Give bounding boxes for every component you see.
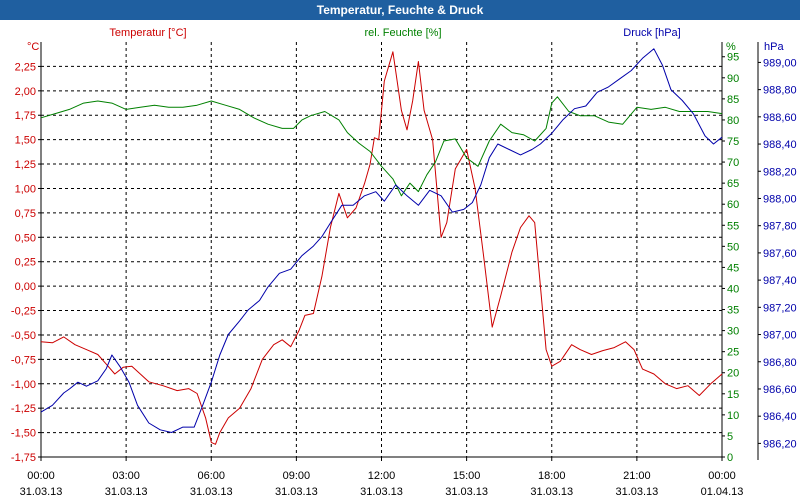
humidity-tick-label: 60 (727, 199, 739, 211)
temperature-tick-label: 2,00 (15, 86, 36, 98)
humidity-tick-label: 70 (727, 157, 739, 169)
temperature-tick-label: -1,50 (11, 428, 36, 440)
x-tick-time-label: 00:00 (27, 470, 55, 482)
x-tick-time-label: 18:00 (538, 470, 566, 482)
temperature-tick-label: 2,25 (15, 61, 36, 73)
temperature-tick-label: -1,00 (11, 379, 36, 391)
humidity-tick-label: 95 (727, 52, 739, 64)
x-tick-date-label: 31.03.13 (105, 486, 148, 498)
pressure-series-line (40, 48, 723, 433)
temperature-tick-label: 1,25 (15, 159, 36, 171)
pressure-tick-label: 988,00 (763, 193, 797, 205)
humidity-tick-label: 20 (727, 368, 739, 380)
pressure-tick-label: 988,80 (763, 85, 797, 97)
humidity-axis-unit: % (726, 41, 736, 53)
temperature-axis-label: Temperatur [°C] (109, 27, 186, 39)
temperature-tick-label: -1,75 (11, 452, 36, 464)
x-tick-date-label: 31.03.13 (20, 486, 63, 498)
humidity-tick-label: 5 (727, 431, 733, 443)
pressure-axis-label: Druck [hPa] (623, 27, 680, 39)
humidity-series-line (40, 96, 723, 197)
pressure-tick-label: 989,00 (763, 57, 797, 69)
x-tick-date-label: 31.03.13 (530, 486, 573, 498)
pressure-tick-label: 986,80 (763, 357, 797, 369)
x-tick-date-label: 31.03.13 (445, 486, 488, 498)
x-tick-time-label: 03:00 (112, 470, 140, 482)
humidity-tick-label: 55 (727, 220, 739, 232)
x-tick-time-label: 09:00 (283, 470, 311, 482)
chart-title: Temperatur, Feuchte & Druck (316, 3, 484, 17)
x-tick-date-label: 31.03.13 (275, 486, 318, 498)
x-tick-time-label: 15:00 (453, 470, 481, 482)
x-tick-date-label: 31.03.13 (615, 486, 658, 498)
humidity-tick-label: 85 (727, 94, 739, 106)
pressure-tick-label: 988,40 (763, 139, 797, 151)
pressure-tick-label: 986,60 (763, 384, 797, 396)
temperature-series-line (40, 51, 723, 445)
pressure-axis-unit: hPa (764, 41, 784, 53)
temperature-tick-label: -0,25 (11, 306, 36, 318)
humidity-tick-label: 50 (727, 241, 739, 253)
humidity-tick-label: 40 (727, 283, 739, 295)
pressure-tick-label: 987,20 (763, 302, 797, 314)
humidity-axis-label: rel. Feuchte [%] (364, 27, 441, 39)
temperature-tick-label: 0,25 (15, 257, 36, 269)
pressure-tick-label: 987,40 (763, 275, 797, 287)
pressure-tick-label: 988,20 (763, 166, 797, 178)
temperature-tick-label: 1,75 (15, 110, 36, 122)
chart-title-bar: Temperatur, Feuchte & Druck (0, 0, 800, 20)
temperature-tick-label: 0,75 (15, 208, 36, 220)
temperature-axis-unit: °C (27, 41, 39, 53)
pressure-tick-label: 987,00 (763, 330, 797, 342)
x-tick-date-label: 31.03.13 (360, 486, 403, 498)
humidity-tick-label: 80 (727, 115, 739, 127)
x-tick-time-label: 00:00 (708, 470, 736, 482)
pressure-tick-label: 986,20 (763, 438, 797, 450)
humidity-tick-label: 25 (727, 347, 739, 359)
x-tick-date-label: 31.03.13 (190, 486, 233, 498)
humidity-tick-label: 45 (727, 262, 739, 274)
humidity-tick-label: 30 (727, 326, 739, 338)
x-tick-time-label: 06:00 (197, 470, 225, 482)
x-tick-time-label: 21:00 (623, 470, 651, 482)
pressure-tick-label: 986,40 (763, 411, 797, 423)
temperature-tick-label: -1,25 (11, 403, 36, 415)
humidity-tick-label: 75 (727, 136, 739, 148)
pressure-tick-label: 987,60 (763, 248, 797, 260)
temperature-tick-label: 1,00 (15, 183, 36, 195)
x-tick-date-label: 01.04.13 (701, 486, 744, 498)
temperature-tick-label: 1,50 (15, 135, 36, 147)
temperature-tick-label: -0,50 (11, 330, 36, 342)
pressure-tick-label: 988,60 (763, 112, 797, 124)
temperature-tick-label: 0,50 (15, 232, 36, 244)
humidity-tick-label: 0 (727, 452, 733, 464)
humidity-tick-label: 90 (727, 73, 739, 85)
temperature-tick-label: 0,00 (15, 281, 36, 293)
line-chart: °C Temperatur [°C] rel. Feuchte [%] Druc… (11, 27, 797, 498)
temperature-tick-label: -0,75 (11, 354, 36, 366)
pressure-tick-label: 987,80 (763, 221, 797, 233)
humidity-tick-label: 65 (727, 178, 739, 190)
humidity-tick-label: 10 (727, 410, 739, 422)
x-tick-time-label: 12:00 (368, 470, 396, 482)
humidity-tick-label: 15 (727, 389, 739, 401)
humidity-tick-label: 35 (727, 305, 739, 317)
